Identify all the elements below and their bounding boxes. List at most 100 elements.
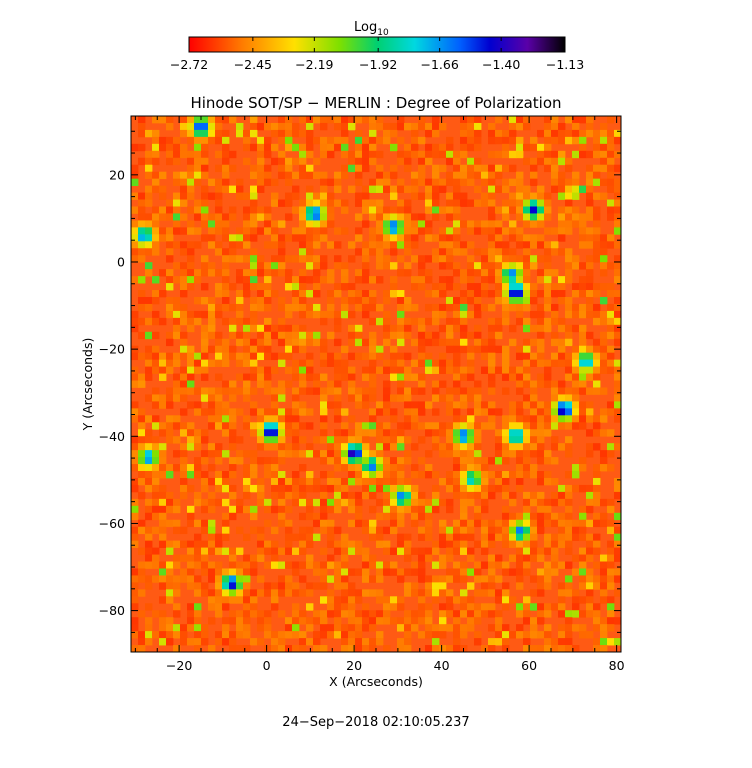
- heatmap-cell: [376, 471, 384, 479]
- heatmap-cell: [341, 422, 349, 430]
- heatmap-cell: [530, 422, 538, 430]
- heatmap-cell: [243, 157, 251, 166]
- heatmap-cell: [355, 164, 363, 173]
- heatmap-cell: [537, 477, 545, 486]
- heatmap-cell: [509, 234, 517, 242]
- heatmap-cell: [369, 610, 377, 618]
- heatmap-cell: [159, 561, 167, 569]
- heatmap-cell: [488, 164, 496, 173]
- heatmap-cell: [453, 178, 461, 187]
- heatmap-cell: [243, 136, 251, 145]
- heatmap-cell: [474, 464, 482, 472]
- heatmap-cell: [201, 631, 209, 639]
- heatmap-cell: [544, 324, 552, 333]
- heatmap-cell: [222, 178, 230, 187]
- heatmap-cell: [187, 185, 195, 193]
- heatmap-cell: [278, 116, 286, 124]
- heatmap-cell: [236, 276, 244, 284]
- heatmap-cell: [208, 116, 216, 124]
- heatmap-cell: [523, 401, 531, 409]
- heatmap-cell: [229, 471, 237, 479]
- heatmap-cell: [313, 241, 321, 249]
- heatmap-cell: [509, 526, 517, 535]
- heatmap-cell: [250, 589, 258, 597]
- heatmap-cell: [327, 178, 335, 187]
- heatmap-cell: [362, 450, 370, 458]
- heatmap-cell: [166, 505, 174, 514]
- heatmap-cell: [586, 491, 594, 500]
- heatmap-cell: [271, 192, 279, 200]
- heatmap-cell: [334, 338, 342, 347]
- heatmap-cell: [397, 380, 405, 388]
- heatmap-cell: [453, 617, 461, 625]
- heatmap-cell: [474, 387, 482, 395]
- heatmap-cell: [418, 561, 426, 569]
- heatmap-cell: [376, 206, 384, 214]
- heatmap-cell: [558, 638, 566, 646]
- heatmap-cell: [425, 276, 433, 284]
- heatmap-cell: [600, 248, 608, 256]
- heatmap-cell: [376, 561, 384, 569]
- heatmap-cell: [131, 498, 139, 507]
- heatmap-cell: [348, 624, 356, 632]
- heatmap-cell: [418, 512, 426, 521]
- heatmap-cell: [243, 415, 251, 423]
- heatmap-cell: [397, 234, 405, 242]
- heatmap-cell: [369, 429, 377, 437]
- heatmap-cell: [586, 122, 594, 131]
- heatmap-cell: [607, 116, 615, 124]
- heatmap-cell: [467, 136, 475, 145]
- heatmap-cell: [558, 317, 566, 326]
- heatmap-cell: [257, 638, 265, 646]
- heatmap-cell: [418, 554, 426, 562]
- heatmap-cell: [180, 116, 188, 124]
- heatmap-cell: [313, 227, 321, 235]
- heatmap-cell: [572, 136, 580, 145]
- heatmap-cell: [236, 582, 244, 590]
- heatmap-cell: [327, 116, 335, 124]
- heatmap-cell: [159, 206, 167, 214]
- heatmap-cell: [558, 631, 566, 639]
- heatmap-cell: [208, 220, 216, 228]
- heatmap-cell: [537, 512, 545, 521]
- heatmap-cell: [180, 171, 188, 180]
- heatmap-cell: [306, 303, 314, 312]
- heatmap-cell: [404, 317, 412, 326]
- heatmap-cell: [460, 443, 468, 451]
- heatmap-cell: [180, 129, 188, 138]
- heatmap-cell: [306, 122, 314, 131]
- heatmap-cell: [166, 143, 174, 152]
- heatmap-cell: [250, 220, 258, 228]
- heatmap-cell: [593, 498, 601, 507]
- heatmap-cell: [502, 540, 510, 548]
- heatmap-cell: [397, 484, 405, 493]
- heatmap-cell: [453, 568, 461, 576]
- heatmap-cell: [614, 568, 622, 576]
- heatmap-cell: [488, 603, 496, 611]
- heatmap-cell: [418, 408, 426, 416]
- heatmap-cell: [446, 359, 454, 367]
- heatmap-cell: [593, 366, 601, 374]
- heatmap-cell: [383, 359, 391, 367]
- heatmap-cell: [285, 136, 293, 145]
- heatmap-cell: [229, 248, 237, 256]
- heatmap-cell: [173, 150, 181, 159]
- heatmap-cell: [565, 248, 573, 256]
- heatmap-cell: [495, 220, 503, 228]
- heatmap-cell: [187, 429, 195, 437]
- heatmap-cell: [376, 366, 384, 374]
- heatmap-cell: [194, 457, 202, 465]
- heatmap-cell: [257, 345, 265, 354]
- heatmap-cell: [334, 143, 342, 152]
- heatmap-cell: [341, 436, 349, 444]
- heatmap-cell: [222, 345, 230, 354]
- heatmap-cell: [523, 122, 531, 131]
- heatmap-cell: [579, 631, 587, 639]
- heatmap-cell: [250, 568, 258, 576]
- heatmap-cell: [299, 269, 307, 277]
- heatmap-cell: [439, 582, 447, 590]
- heatmap-cell: [334, 561, 342, 569]
- heatmap-cell: [397, 317, 405, 326]
- heatmap-cell: [271, 477, 279, 486]
- heatmap-cell: [362, 429, 370, 437]
